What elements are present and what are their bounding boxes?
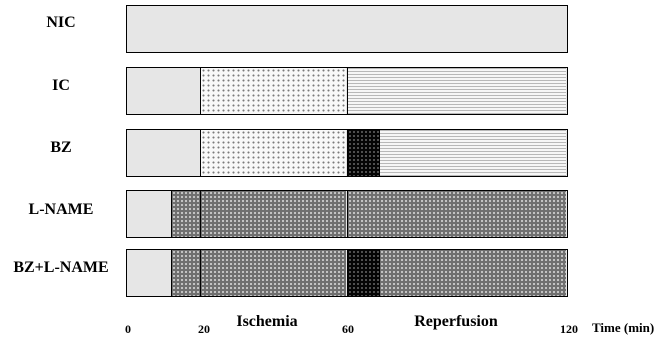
row-label-bz: BZ bbox=[50, 139, 72, 156]
segment-plain bbox=[127, 130, 201, 176]
segment-plain bbox=[127, 6, 566, 52]
tick-label-0: 0 bbox=[125, 322, 131, 336]
protocol-bar-l-name bbox=[126, 190, 568, 238]
segment-plain bbox=[127, 191, 171, 237]
row-label-bz-l-name: BZ+L-NAME bbox=[13, 259, 109, 276]
tick-label-60: 60 bbox=[342, 322, 354, 336]
phase-label-reperfusion: Reperfusion bbox=[414, 313, 498, 330]
segment-dark bbox=[379, 250, 566, 296]
segment-hlines bbox=[379, 130, 566, 176]
phase-label-ischemia: Ischemia bbox=[236, 313, 298, 330]
segment-plain bbox=[127, 250, 171, 296]
tick-label-120: 120 bbox=[560, 322, 578, 336]
segment-hlines bbox=[346, 68, 566, 114]
segment-dark bbox=[200, 191, 347, 237]
segment-plain bbox=[127, 68, 201, 114]
segment-stipple bbox=[200, 130, 347, 176]
protocol-bar-nic bbox=[126, 5, 568, 53]
tick-label-20: 20 bbox=[198, 322, 210, 336]
row-label-ic: IC bbox=[52, 77, 70, 94]
segment-black bbox=[346, 130, 380, 176]
segment-dark bbox=[346, 191, 566, 237]
protocol-bar-bz-l-name bbox=[126, 249, 568, 297]
segment-stipple bbox=[200, 68, 347, 114]
row-label-nic: NIC bbox=[46, 14, 76, 31]
segment-dark bbox=[200, 250, 347, 296]
segment-dark bbox=[170, 191, 201, 237]
segment-black bbox=[346, 250, 380, 296]
protocol-bar-ic bbox=[126, 67, 568, 115]
axis-title: Time (min) bbox=[592, 320, 655, 335]
segment-dark bbox=[170, 250, 201, 296]
row-label-l-name: L-NAME bbox=[28, 201, 94, 218]
protocol-bar-bz bbox=[126, 129, 568, 177]
